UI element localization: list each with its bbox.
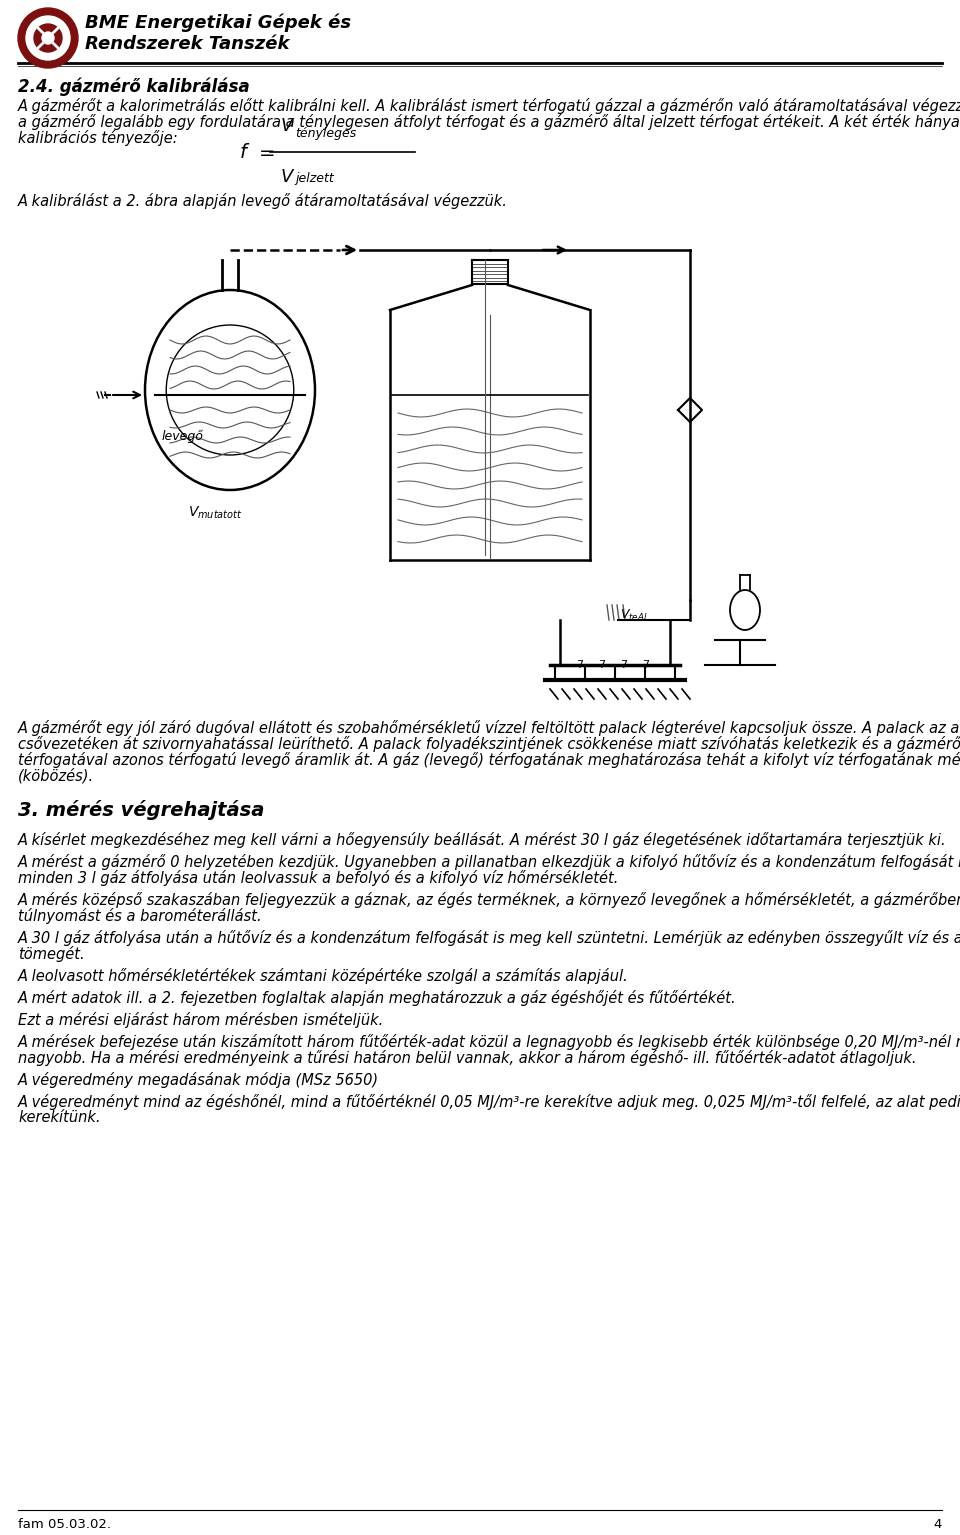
- Text: Ezt a mérési eljárást három mérésben ismételjük.: Ezt a mérési eljárást három mérésben ism…: [18, 1012, 383, 1028]
- Text: 7: 7: [620, 660, 628, 669]
- Text: térfogatával azonos térfogatú levegő áramlik át. A gáz (levegő) térfogatának meg: térfogatával azonos térfogatú levegő ára…: [18, 752, 960, 768]
- Text: A gázmérőt egy jól záró dugóval ellátott és szobahőmérsékletű vízzel feltöltött : A gázmérőt egy jól záró dugóval ellátott…: [18, 720, 960, 735]
- Text: nagyobb. Ha a mérési eredményeink a tűrési határon belül vannak, akkor a három é: nagyobb. Ha a mérési eredményeink a tűré…: [18, 1050, 917, 1065]
- Text: 3. mérés végrehajtása: 3. mérés végrehajtása: [18, 800, 264, 820]
- Text: $V$: $V$: [280, 117, 296, 135]
- Text: kalibrációs tényezője:: kalibrációs tényezője:: [18, 130, 178, 146]
- Circle shape: [34, 25, 62, 52]
- Circle shape: [42, 32, 54, 45]
- Text: A kalibrálást a 2. ábra alapján levegő átáramoltatásával végezzük.: A kalibrálást a 2. ábra alapján levegő á…: [18, 193, 508, 209]
- Text: A gázmérőt a kalorimetrálás előtt kalibrálni kell. A kalibrálást ismert térfogat: A gázmérőt a kalorimetrálás előtt kalibr…: [18, 98, 960, 114]
- Text: minden 3 l gáz átfolyása után leolvassuk a befolyó és a kifolyó víz hőmérsékleté: minden 3 l gáz átfolyása után leolvassuk…: [18, 870, 618, 886]
- Text: tényleges: tényleges: [295, 127, 356, 140]
- Text: A mérést a gázmérő 0 helyzetében kezdjük. Ugyanebben a pillanatban elkezdjük a k: A mérést a gázmérő 0 helyzetében kezdjük…: [18, 853, 960, 870]
- Text: A végeredményt mind az égéshőnél, mind a fűtőértéknél 0,05 MJ/m³-re kerekítve ad: A végeredményt mind az égéshőnél, mind a…: [18, 1094, 960, 1110]
- Text: 2.4. gázmérő kalibrálása: 2.4. gázmérő kalibrálása: [18, 78, 250, 97]
- Text: $=$: $=$: [255, 143, 276, 161]
- Text: A leolvasott hőmérsékletértékek számtani középértéke szolgál a számítás alapjául: A leolvasott hőmérsékletértékek számtani…: [18, 969, 629, 984]
- Text: A mérések befejezése után kiszámított három fűtőérték-adat közül a legnagyobb és: A mérések befejezése után kiszámított há…: [18, 1035, 960, 1050]
- Text: Rendszerek Tanszék: Rendszerek Tanszék: [85, 35, 290, 54]
- Circle shape: [26, 15, 70, 60]
- Text: BME Energetikai Gépek és: BME Energetikai Gépek és: [85, 14, 351, 32]
- Text: csővezetéken át szivornyahatással leüríthető. A palack folyadékszintjének csökke: csővezetéken át szivornyahatással leürít…: [18, 735, 960, 752]
- Text: a gázmérő legalább egy fordulatára a ténylegesen átfolyt térfogat és a gázmérő á: a gázmérő legalább egy fordulatára a tén…: [18, 114, 960, 130]
- Circle shape: [18, 8, 78, 68]
- Text: A mérés középső szakaszában feljegyezzük a gáznak, az égés terméknek, a környező: A mérés középső szakaszában feljegyezzük…: [18, 892, 960, 909]
- Text: túlnyomást és a barométerállást.: túlnyomást és a barométerállást.: [18, 909, 262, 924]
- Text: 7: 7: [642, 660, 650, 669]
- Text: $V$: $V$: [280, 167, 296, 186]
- Text: jelzett: jelzett: [295, 172, 334, 186]
- Text: A 30 l gáz átfolyása után a hűtővíz és a kondenzátum felfogását is meg kell szün: A 30 l gáz átfolyása után a hűtővíz és a…: [18, 930, 960, 946]
- Text: 7: 7: [576, 660, 584, 669]
- Text: A kísérlet megkezdéséhez meg kell várni a hőegyensúly beállását. A mérést 30 l g: A kísérlet megkezdéséhez meg kell várni …: [18, 832, 947, 847]
- Text: fam 05.03.02.: fam 05.03.02.: [18, 1518, 111, 1530]
- Text: $V_{teAl.}$: $V_{teAl.}$: [620, 608, 650, 623]
- Text: kerekítünk.: kerekítünk.: [18, 1110, 101, 1125]
- Text: (köbözés).: (köbözés).: [18, 768, 94, 783]
- Text: 4: 4: [934, 1518, 942, 1530]
- Text: levegő: levegő: [162, 430, 204, 444]
- Text: A mért adatok ill. a 2. fejezetben foglaltak alapján meghatározzuk a gáz égéshőj: A mért adatok ill. a 2. fejezetben fogla…: [18, 990, 736, 1005]
- Text: tömegét.: tömegét.: [18, 946, 84, 962]
- Text: 7: 7: [598, 660, 606, 669]
- Text: A végeredmény megadásának módja (MSz 5650): A végeredmény megadásának módja (MSz 565…: [18, 1071, 379, 1088]
- Text: $f$: $f$: [239, 143, 250, 161]
- Text: $V_{mutatott}$: $V_{mutatott}$: [188, 505, 243, 522]
